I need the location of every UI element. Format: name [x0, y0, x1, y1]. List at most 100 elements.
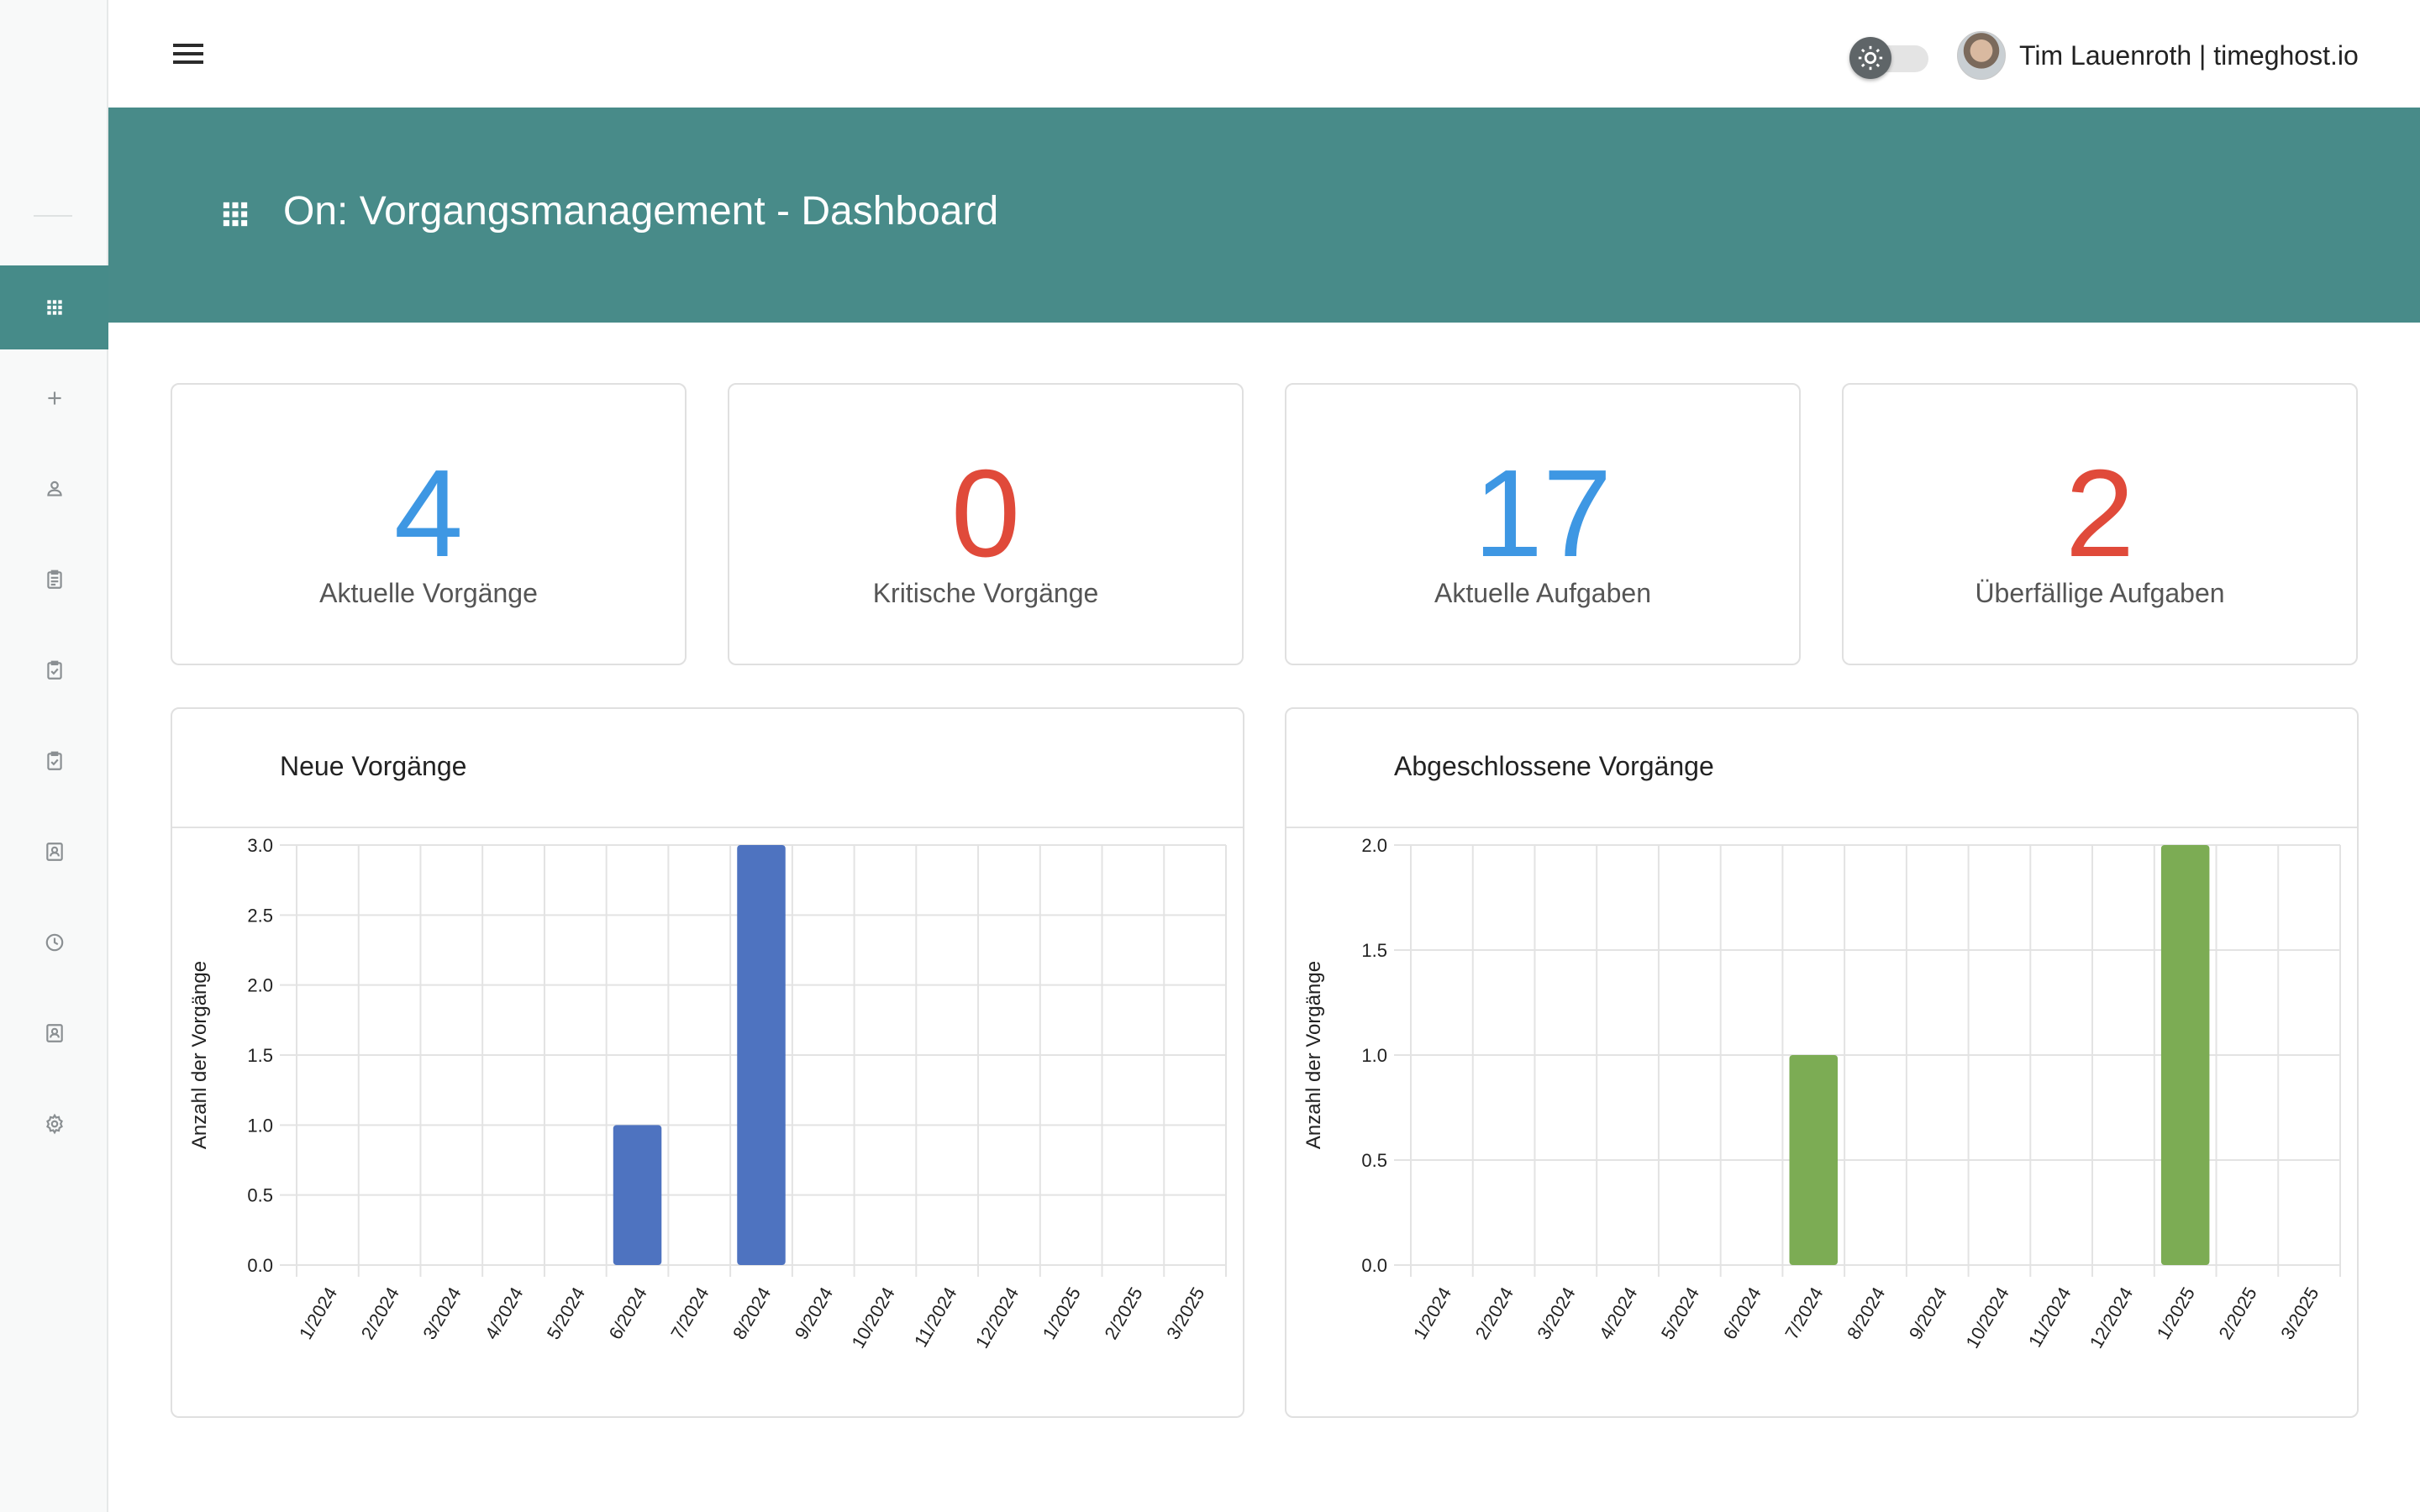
- clipboard-check-icon: [46, 660, 62, 680]
- x-tick-label: 1/2025: [1039, 1284, 1085, 1343]
- sidebar-item-clipboard[interactable]: [0, 538, 108, 622]
- sidebar-item-new[interactable]: [0, 356, 108, 440]
- y-tick-label: 1.0: [1361, 1045, 1387, 1066]
- x-tick-label: 2/2025: [2214, 1284, 2260, 1343]
- clipboard-check-icon: [46, 751, 62, 770]
- y-axis-label: Anzahl der Vorgänge: [1302, 961, 1325, 1149]
- y-tick-label: 2.0: [1361, 835, 1387, 856]
- sidebar-item-person[interactable]: [0, 447, 108, 531]
- sidebar-item-dashboard[interactable]: [0, 265, 108, 349]
- clock-icon: [45, 933, 63, 952]
- chart-card-new-cases: Neue Vorgänge 0.0 0.5 1.0 1.5 2.0 2.5 3.0 1/202…: [171, 707, 1244, 1418]
- sidebar-item-time[interactable]: [0, 900, 108, 984]
- apps-grid-icon: [46, 300, 62, 315]
- chart-title: Abgeschlossene Vorgänge: [1394, 751, 1714, 781]
- y-tick-label: 0.5: [1361, 1150, 1387, 1171]
- x-tick-label: 4/2024: [481, 1284, 527, 1343]
- chart-card-closed-cases: Abgeschlossene Vorgänge 0.0 0.5 1.0 1.5 2.0 1…: [1285, 707, 2359, 1418]
- bar-6-2024[interactable]: [613, 1125, 662, 1265]
- x-tick-label: 10/2024: [847, 1284, 898, 1352]
- x-tick-label: 3/2024: [418, 1284, 465, 1343]
- x-tick-label: 12/2024: [2086, 1284, 2137, 1352]
- avatar: [1957, 31, 2006, 80]
- x-tick-label: 9/2024: [791, 1284, 837, 1343]
- kpi-card-current-tasks[interactable]: 17 Aktuelle Aufgaben: [1285, 383, 1801, 665]
- gear-icon: [45, 1113, 63, 1135]
- x-tick-label: 3/2025: [1162, 1284, 1208, 1343]
- sidebar-divider: [34, 215, 72, 217]
- page-title: On: Vorgangsmanagement - Dashboard: [283, 189, 999, 234]
- contact-card-icon: [45, 843, 63, 861]
- y-tick-label: 3.0: [247, 835, 273, 856]
- x-tick-label: 11/2024: [910, 1284, 961, 1351]
- kpi-card-overdue-tasks[interactable]: 2 Überfällige Aufgaben: [1842, 383, 2358, 665]
- x-tick-label: 2/2024: [357, 1284, 403, 1343]
- y-tick-label: 0.5: [247, 1185, 273, 1206]
- x-tick-label: 8/2024: [1843, 1284, 1889, 1343]
- top-bar: Tim Lauenroth | timeghost.io: [108, 0, 2420, 108]
- x-tick-label: 2/2024: [1471, 1284, 1518, 1343]
- toggle-knob: [1849, 37, 1891, 79]
- y-tick-label: 1.0: [247, 1115, 273, 1136]
- sidebar: [0, 0, 108, 1512]
- chart-plot-closed-cases: 0.0 0.5 1.0 1.5 2.0 1/2024 2/2024 3/2024 4/2024 5…: [1302, 835, 2341, 1352]
- sun-icon: [1858, 45, 1883, 71]
- x-tick-label: 9/2024: [1905, 1284, 1951, 1343]
- sidebar-item-tasks-2[interactable]: [0, 719, 108, 803]
- y-tick-label: 0.0: [1361, 1255, 1387, 1276]
- bar-7-2024[interactable]: [1789, 1055, 1839, 1265]
- hamburger-icon: [173, 44, 203, 64]
- x-tick-label: 3/2024: [1533, 1284, 1579, 1343]
- kpi-label: Überfällige Aufgaben: [1975, 578, 2225, 608]
- x-tick-label: 6/2024: [1719, 1284, 1765, 1343]
- kpi-label: Aktuelle Aufgaben: [1434, 578, 1651, 608]
- apps-grid-icon: [223, 202, 248, 227]
- plus-icon: [47, 391, 61, 405]
- y-tick-label: 0.0: [247, 1255, 273, 1276]
- x-tick-label: 11/2024: [2024, 1284, 2075, 1351]
- x-tick-label: 6/2024: [605, 1284, 651, 1343]
- kpi-card-critical-cases[interactable]: 0 Kritische Vorgänge: [728, 383, 1244, 665]
- x-tick-label: 1/2025: [2153, 1284, 2199, 1343]
- sidebar-item-tasks[interactable]: [0, 628, 108, 712]
- x-tick-label: 1/2024: [1409, 1284, 1455, 1343]
- x-tick-label: 5/2024: [543, 1284, 589, 1343]
- x-tick-label: 4/2024: [1595, 1284, 1641, 1343]
- user-menu[interactable]: Tim Lauenroth | timeghost.io: [1957, 30, 2359, 81]
- clipboard-icon: [46, 570, 62, 589]
- bar-1-2025[interactable]: [2160, 845, 2210, 1265]
- kpi-value: 0: [950, 444, 1021, 583]
- y-tick-label: 2.5: [247, 905, 273, 926]
- contact-card-icon: [45, 1024, 63, 1042]
- y-tick-label: 1.5: [1361, 940, 1387, 961]
- page-header-banner: On: Vorgangsmanagement - Dashboard: [108, 108, 2420, 323]
- x-tick-label: 12/2024: [971, 1284, 1023, 1352]
- x-tick-label: 7/2024: [1781, 1284, 1827, 1343]
- sidebar-item-contacts-2[interactable]: [0, 991, 108, 1075]
- sidebar-item-settings[interactable]: [0, 1082, 108, 1166]
- x-tick-label: 2/2025: [1100, 1284, 1146, 1343]
- person-icon: [46, 480, 62, 496]
- chart-divider: [1286, 827, 2357, 828]
- y-tick-label: 2.0: [247, 975, 273, 996]
- kpi-value: 17: [1473, 444, 1612, 583]
- bar-8-2024[interactable]: [737, 845, 786, 1265]
- sidebar-item-contacts[interactable]: [0, 810, 108, 894]
- x-tick-label: 7/2024: [666, 1284, 713, 1343]
- x-tick-label: 5/2024: [1657, 1284, 1703, 1343]
- user-name: Tim Lauenroth | timeghost.io: [2019, 39, 2359, 71]
- chart-divider: [172, 827, 1243, 828]
- kpi-label: Kritische Vorgänge: [872, 578, 1099, 608]
- kpi-card-current-cases[interactable]: 4 Aktuelle Vorgänge: [171, 383, 687, 665]
- kpi-value: 4: [393, 444, 464, 583]
- y-axis-label: Anzahl der Vorgänge: [188, 961, 211, 1149]
- chart-title: Neue Vorgänge: [280, 751, 467, 781]
- hamburger-menu-button[interactable]: [171, 40, 205, 67]
- x-tick-label: 10/2024: [1961, 1284, 2012, 1352]
- kpi-label: Aktuelle Vorgänge: [319, 578, 538, 608]
- theme-toggle[interactable]: [1849, 37, 1930, 79]
- x-tick-label: 1/2024: [295, 1284, 341, 1343]
- chart-plot-new-cases: 0.0 0.5 1.0 1.5 2.0 2.5 3.0 1/2024 2/2024 3/2024 4…: [188, 835, 1227, 1352]
- x-tick-label: 8/2024: [729, 1284, 775, 1343]
- y-tick-label: 1.5: [247, 1045, 273, 1066]
